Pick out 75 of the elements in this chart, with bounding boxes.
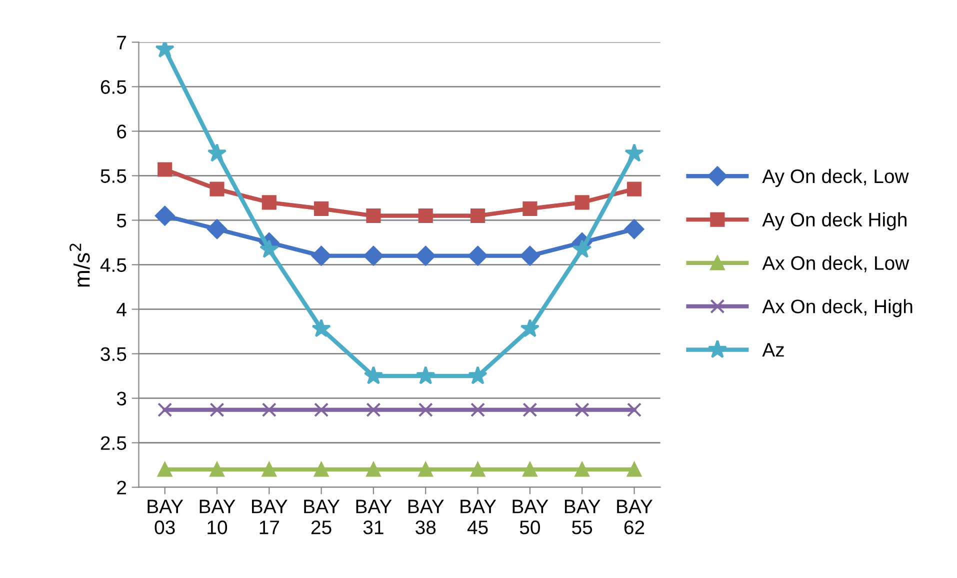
point (314, 462, 329, 477)
y-tick-label: 3.5 (100, 347, 126, 361)
point (574, 462, 590, 477)
point (624, 143, 644, 162)
point (158, 462, 172, 477)
point (572, 240, 592, 258)
point (210, 182, 224, 196)
x-tick-label: BAY 62 (617, 500, 653, 534)
point (260, 240, 279, 258)
point (468, 366, 488, 384)
point (207, 219, 227, 240)
y-tick-label: 4.5 (100, 258, 126, 272)
point (416, 366, 436, 384)
y-tick-label: 5 (116, 214, 126, 228)
point (207, 143, 227, 162)
x-tick-label: BAY 17 (252, 500, 288, 534)
x-tick-label: BAY 50 (512, 500, 548, 534)
y-tick-label: 2 (117, 480, 126, 494)
point (624, 219, 644, 240)
point (470, 462, 486, 477)
point (574, 402, 590, 418)
point (626, 402, 642, 418)
point (312, 318, 331, 338)
point (158, 162, 172, 177)
x-tick-label: BAY 10 (200, 500, 236, 534)
point (366, 462, 381, 477)
point (155, 42, 174, 58)
point (574, 195, 590, 210)
point (366, 208, 381, 224)
point (520, 246, 540, 266)
y-tick-label: 3 (116, 392, 126, 406)
point (468, 246, 488, 266)
point (470, 402, 486, 418)
point (522, 201, 538, 216)
point (520, 318, 540, 338)
legend-label: Ay On deck High (762, 212, 906, 230)
point (158, 402, 172, 418)
x-tick-label: BAY 45 (460, 500, 496, 534)
point (366, 402, 381, 418)
point (626, 462, 642, 477)
legend-label: Ax On deck, High (762, 299, 912, 318)
x-tick-label: BAY 03 (148, 500, 184, 534)
x-tick-label: BAY 38 (408, 500, 444, 534)
point (210, 402, 224, 418)
point (314, 402, 329, 418)
point (364, 366, 384, 384)
point (364, 246, 384, 266)
point (311, 246, 332, 266)
point (262, 402, 276, 418)
point (418, 462, 433, 477)
y-tick-label: 4 (116, 302, 126, 316)
y-axis-title: m/s$^{2}$ (70, 244, 90, 287)
x-tick-label: BAY 31 (356, 500, 392, 534)
legend-label: Az (762, 343, 784, 357)
y-tick-label: 6.5 (100, 80, 126, 94)
point (416, 246, 436, 266)
point (314, 201, 329, 216)
x-tick-label: BAY 55 (564, 500, 600, 534)
point (210, 462, 224, 477)
point (262, 462, 276, 477)
y-tick-label: 6 (117, 124, 126, 138)
point (262, 195, 276, 210)
point (470, 208, 486, 224)
y-tick-label: 2.5 (100, 436, 126, 450)
legend-label: Ay On deck, Low (762, 168, 909, 187)
point (418, 208, 433, 224)
y-tick-label: 5.5 (100, 169, 126, 183)
y-tick-label: 7 (117, 36, 126, 50)
legend-label: Ax On deck, Low (762, 256, 910, 272)
point (418, 402, 433, 418)
point (626, 182, 642, 196)
point (522, 462, 538, 477)
point (154, 206, 175, 226)
x-tick-label: BAY 25 (304, 500, 340, 534)
point (522, 402, 538, 418)
